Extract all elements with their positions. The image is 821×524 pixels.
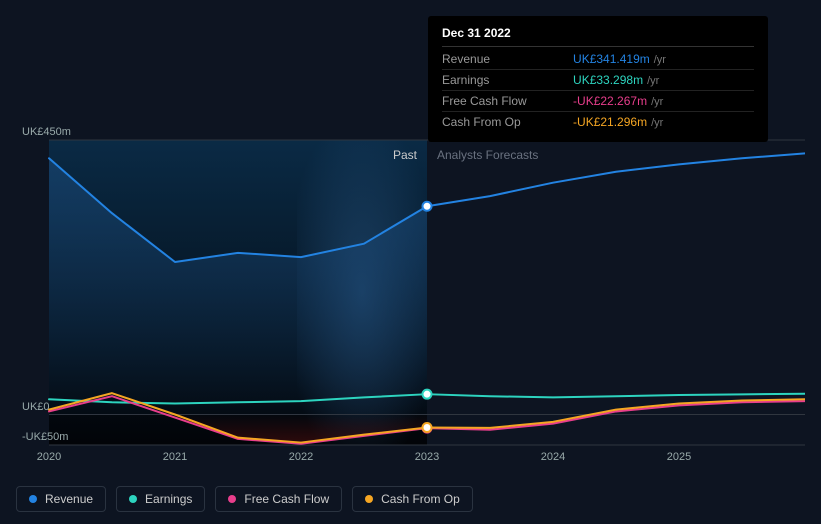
x-axis-label: 2020 <box>37 451 61 463</box>
tooltip-row-label: Cash From Op <box>442 112 573 133</box>
chart-area <box>16 120 805 470</box>
legend-label: Cash From Op <box>381 492 460 506</box>
tooltip-row: Cash From Op-UK£21.296m/yr <box>442 112 754 133</box>
y-axis-label: -UK£50m <box>22 431 68 443</box>
x-axis-label: 2021 <box>163 451 187 463</box>
tooltip-row-value: UK£341.419m <box>573 52 650 66</box>
x-axis-label: 2022 <box>289 451 313 463</box>
tooltip-table: RevenueUK£341.419m/yrEarningsUK£33.298m/… <box>442 49 754 132</box>
region-label-past: Past <box>393 148 417 162</box>
legend-label: Revenue <box>45 492 93 506</box>
x-axis-label: 2023 <box>415 451 439 463</box>
legend-dot-icon <box>129 495 137 503</box>
hover-tooltip: Dec 31 2022 RevenueUK£341.419m/yrEarning… <box>428 16 768 142</box>
tooltip-row: RevenueUK£341.419m/yr <box>442 49 754 70</box>
tooltip-row-value: -UK£22.267m <box>573 94 647 108</box>
x-axis-label: 2025 <box>667 451 691 463</box>
y-axis-label: UK£0 <box>22 401 50 413</box>
tooltip-row: Free Cash Flow-UK£22.267m/yr <box>442 91 754 112</box>
tooltip-row-unit: /yr <box>650 54 666 66</box>
tooltip-row: EarningsUK£33.298m/yr <box>442 70 754 91</box>
tooltip-row-value: -UK£21.296m <box>573 115 647 129</box>
y-axis-label: UK£450m <box>22 126 71 138</box>
tooltip-row-unit: /yr <box>647 96 663 108</box>
legend-dot-icon <box>228 495 236 503</box>
region-label-forecast: Analysts Forecasts <box>437 148 538 162</box>
x-axis-label: 2024 <box>541 451 565 463</box>
legend-label: Free Cash Flow <box>244 492 329 506</box>
tooltip-row-unit: /yr <box>643 75 659 87</box>
legend-item-cfo[interactable]: Cash From Op <box>352 486 473 512</box>
legend-label: Earnings <box>145 492 192 506</box>
legend-item-earnings[interactable]: Earnings <box>116 486 205 512</box>
tooltip-row-label: Revenue <box>442 49 573 70</box>
legend-item-fcf[interactable]: Free Cash Flow <box>215 486 342 512</box>
tooltip-date: Dec 31 2022 <box>442 24 754 47</box>
tooltip-row-value: UK£33.298m <box>573 73 643 87</box>
tooltip-row-unit: /yr <box>647 117 663 129</box>
legend-row: Revenue Earnings Free Cash Flow Cash From O… <box>16 486 473 512</box>
legend-item-revenue[interactable]: Revenue <box>16 486 106 512</box>
chart-svg[interactable] <box>16 120 805 470</box>
legend-dot-icon <box>365 495 373 503</box>
tooltip-row-label: Free Cash Flow <box>442 91 573 112</box>
legend-dot-icon <box>29 495 37 503</box>
tooltip-row-label: Earnings <box>442 70 573 91</box>
